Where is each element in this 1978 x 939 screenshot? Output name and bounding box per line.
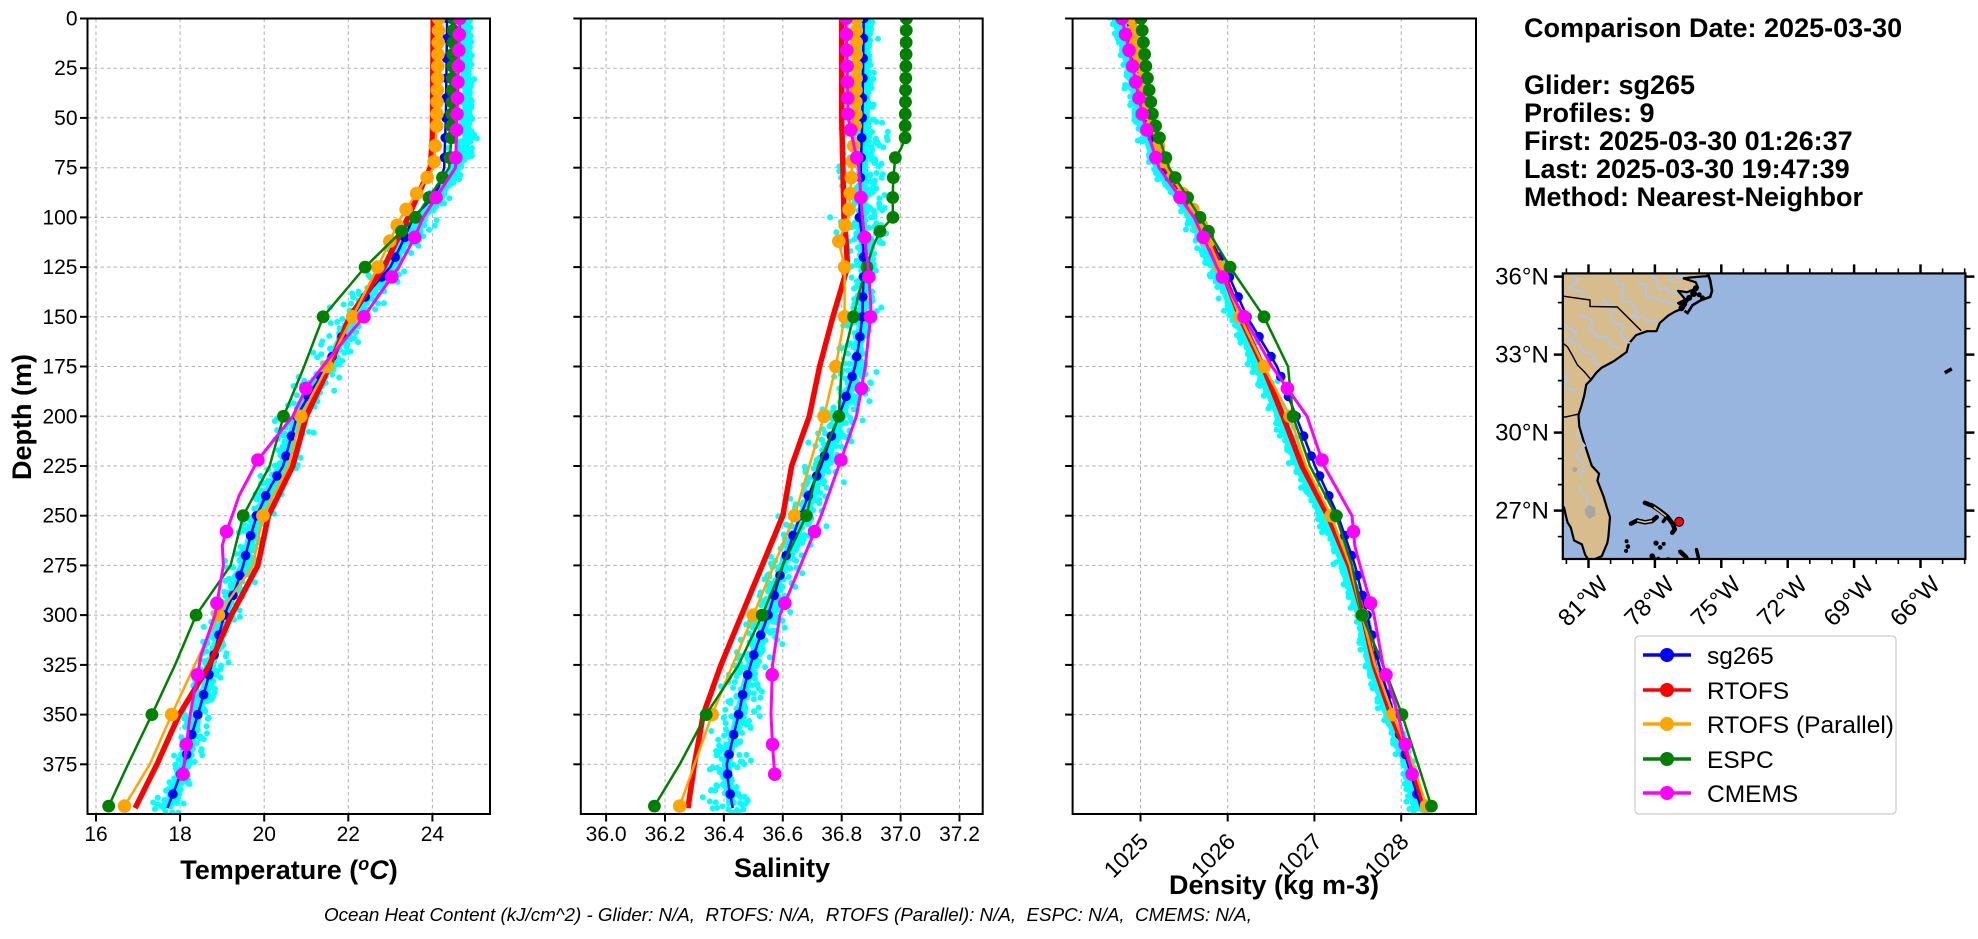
svg-text:375: 375 <box>42 753 77 776</box>
svg-text:33°N: 33°N <box>1495 342 1549 369</box>
svg-text:50: 50 <box>54 107 77 130</box>
svg-text:325: 325 <box>42 654 77 677</box>
svg-text:ESPC: ESPC <box>1707 747 1774 774</box>
svg-text:36.0: 36.0 <box>586 823 627 846</box>
svg-text:75: 75 <box>54 157 77 180</box>
svg-text:CMEMS: CMEMS <box>1707 781 1798 808</box>
svg-text:300: 300 <box>42 604 77 627</box>
svg-text:36.6: 36.6 <box>762 823 803 846</box>
svg-text:200: 200 <box>42 405 77 428</box>
svg-text:sg265: sg265 <box>1707 643 1774 670</box>
svg-text:175: 175 <box>42 356 77 379</box>
svg-text:Density (kg m-3): Density (kg m-3) <box>1169 870 1379 900</box>
svg-text:First: 2025-03-30 01:26:37: First: 2025-03-30 01:26:37 <box>1524 126 1853 156</box>
svg-text:Profiles: 9: Profiles: 9 <box>1524 98 1655 128</box>
svg-text:36°N: 36°N <box>1495 264 1549 291</box>
svg-text:22: 22 <box>337 823 360 846</box>
svg-text:37.2: 37.2 <box>939 823 980 846</box>
svg-text:25: 25 <box>54 57 77 80</box>
svg-text:24: 24 <box>421 823 445 846</box>
svg-text:350: 350 <box>42 704 77 727</box>
svg-text:Last: 2025-03-30 19:47:39: Last: 2025-03-30 19:47:39 <box>1524 154 1850 184</box>
svg-text:16: 16 <box>84 823 107 846</box>
svg-text:100: 100 <box>42 206 77 229</box>
svg-text:Comparison Date: 2025-03-30: Comparison Date: 2025-03-30 <box>1524 13 1902 43</box>
svg-text:Salinity: Salinity <box>734 853 830 883</box>
svg-text:Depth (m): Depth (m) <box>7 354 37 480</box>
svg-text:125: 125 <box>42 256 77 279</box>
svg-text:Glider: sg265: Glider: sg265 <box>1524 70 1695 100</box>
svg-text:27°N: 27°N <box>1495 498 1549 525</box>
svg-text:18: 18 <box>168 823 191 846</box>
svg-text:0: 0 <box>66 8 78 31</box>
svg-text:275: 275 <box>42 554 77 577</box>
svg-text:225: 225 <box>42 455 77 478</box>
svg-text:20: 20 <box>253 823 276 846</box>
svg-text:36.8: 36.8 <box>821 823 862 846</box>
svg-text:RTOFS (Parallel): RTOFS (Parallel) <box>1707 712 1894 739</box>
svg-text:37.0: 37.0 <box>880 823 921 846</box>
svg-text:30°N: 30°N <box>1495 420 1549 447</box>
svg-text:150: 150 <box>42 306 77 329</box>
svg-text:36.2: 36.2 <box>645 823 686 846</box>
svg-text:RTOFS: RTOFS <box>1707 678 1789 705</box>
svg-text:36.4: 36.4 <box>703 823 744 846</box>
svg-text:Ocean Heat Content (kJ/cm^2) -: Ocean Heat Content (kJ/cm^2) - Glider: N… <box>324 904 1252 925</box>
svg-text:Method: Nearest-Neighbor: Method: Nearest-Neighbor <box>1524 182 1864 212</box>
svg-text:250: 250 <box>42 505 77 528</box>
